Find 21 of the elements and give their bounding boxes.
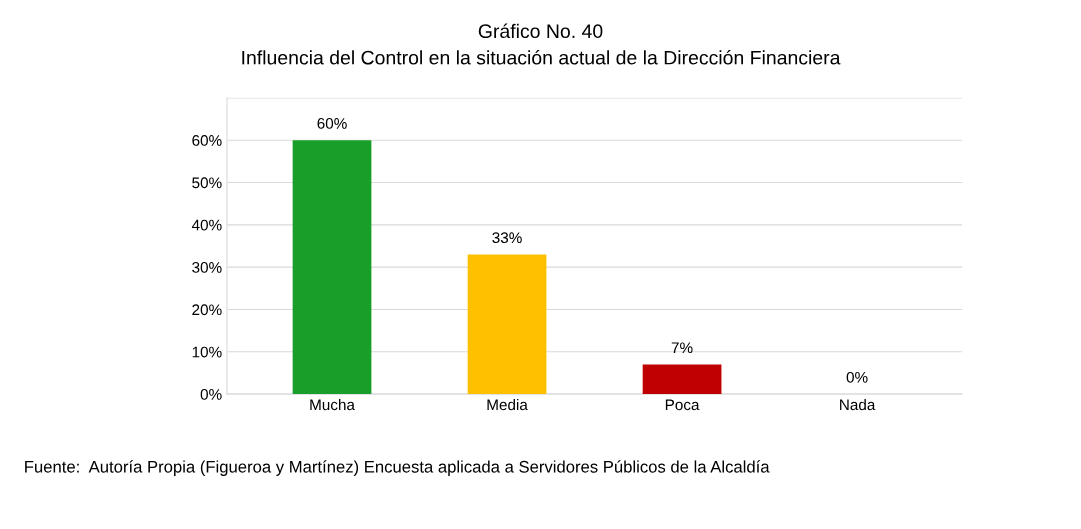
bar [467, 254, 547, 395]
y-tick-label: 0% [200, 388, 222, 400]
chart-title: Gráfico No. 40 [478, 23, 603, 39]
x-tick-label: Mucha [310, 398, 355, 411]
y-tick-label: 50% [192, 177, 222, 189]
data-label: 7% [671, 342, 693, 354]
x-tick-label: Media [487, 398, 528, 411]
y-tick-label: 10% [192, 346, 222, 358]
y-tick-label: 20% [192, 304, 222, 316]
x-tick-label: Nada [840, 398, 876, 411]
chart-subtitle: Influencia del Control en la situación actual de la Dirección Financiera [242, 50, 841, 65]
data-label: 33% [492, 232, 522, 244]
y-tick-label: 30% [192, 262, 222, 273]
data-label: 0% [846, 371, 868, 383]
x-tick-label: Poca [665, 399, 700, 411]
y-tick-label: 40% [191, 219, 222, 231]
y-tick-label: 60% [192, 135, 222, 146]
bar [642, 364, 722, 395]
data-label: 60% [317, 118, 347, 129]
source-note: Fuente: Autoría Propia (Figueroa y Martínez) Encuesta aplicada a Servidores Públicos de la Alcaldía [25, 460, 770, 476]
bar [292, 140, 372, 395]
